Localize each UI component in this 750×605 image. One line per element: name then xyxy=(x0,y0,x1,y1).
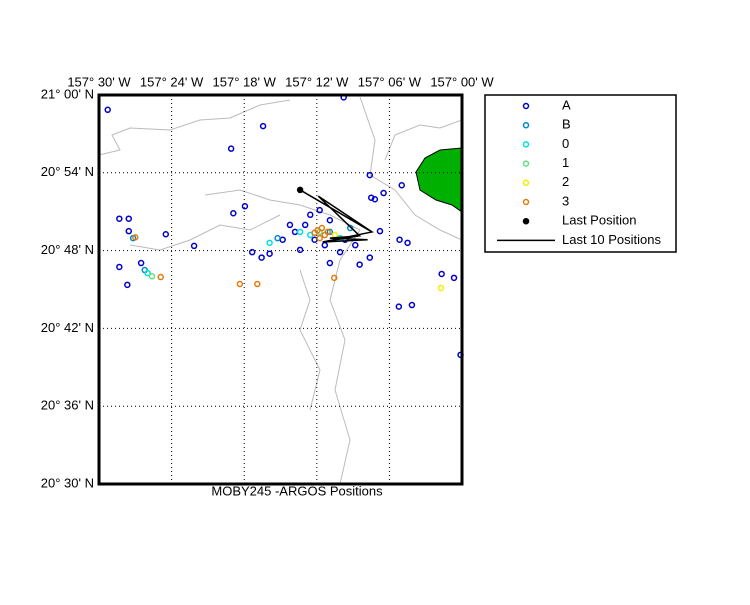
legend-label: 3 xyxy=(562,193,569,208)
legend-marker xyxy=(522,102,530,110)
frame xyxy=(97,93,464,486)
position-point xyxy=(236,280,244,288)
x-axis-label: MOBY245 -ARGOS Positions xyxy=(211,483,383,498)
y-tick-label: 20° 42' N xyxy=(41,320,94,335)
position-point xyxy=(324,228,331,236)
position-point xyxy=(380,189,387,197)
contour xyxy=(129,214,281,251)
contour xyxy=(384,119,462,161)
position-point xyxy=(396,236,403,243)
position-point xyxy=(258,254,265,261)
legend-marker xyxy=(522,179,530,187)
legend-label: B xyxy=(562,117,571,132)
position-point xyxy=(266,239,273,247)
position-point xyxy=(124,281,131,289)
x-tick-label: 157° 18' W xyxy=(213,74,277,89)
position-point xyxy=(318,224,326,232)
y-tick-label: 20° 48' N xyxy=(41,242,94,257)
legend-label: 2 xyxy=(562,174,569,189)
position-point xyxy=(162,231,170,238)
position-point xyxy=(408,301,416,309)
legend-marker xyxy=(522,160,530,167)
position-point xyxy=(366,254,374,261)
position-point xyxy=(248,248,256,256)
position-point xyxy=(286,221,294,229)
position-point xyxy=(132,234,139,241)
position-point xyxy=(157,273,164,281)
marks xyxy=(104,94,464,359)
position-point xyxy=(254,280,261,288)
land xyxy=(415,147,462,213)
x-tick-label: 157° 12' W xyxy=(285,74,349,89)
position-point xyxy=(346,224,354,232)
legend-label: Last 10 Positions xyxy=(562,232,662,247)
position-point xyxy=(144,269,151,277)
position-point xyxy=(296,246,304,254)
position-point xyxy=(104,106,111,114)
y-tick-label: 21° 00' N xyxy=(41,86,94,101)
contour xyxy=(359,96,462,241)
legend-marker xyxy=(522,198,530,206)
position-point xyxy=(296,228,304,236)
position-point xyxy=(438,270,445,278)
x-tick-label: 157° 00' W xyxy=(430,74,494,89)
position-point xyxy=(266,250,273,257)
legend xyxy=(484,94,677,253)
legend-marker xyxy=(522,217,530,225)
position-point xyxy=(356,261,363,268)
position-point xyxy=(227,145,235,152)
position-point xyxy=(395,303,403,310)
position-point xyxy=(137,259,145,267)
legend-entries: AB 0 1 2 3 Last Position Last 10 Positions xyxy=(497,97,662,247)
legend-marker xyxy=(522,141,530,148)
position-point xyxy=(376,227,384,235)
contour xyxy=(204,189,361,484)
legend-label: 0 xyxy=(562,136,569,151)
legend-label: Last Position xyxy=(562,213,636,228)
track-line xyxy=(299,189,375,243)
y-tick-label: 20° 30' N xyxy=(41,475,94,490)
position-point xyxy=(371,196,379,203)
position-point xyxy=(326,259,334,267)
plot-area xyxy=(99,95,462,484)
x-tick-label: 157° 24' W xyxy=(140,74,204,89)
position-point xyxy=(352,241,359,249)
position-point xyxy=(148,273,156,280)
position-point xyxy=(190,242,198,250)
position-point xyxy=(301,221,309,229)
position-point xyxy=(316,206,323,214)
x-tick-label: 157° 06' W xyxy=(358,74,422,89)
position-point xyxy=(316,234,323,242)
legend-label: 1 xyxy=(562,155,569,170)
y-tick-label: 20° 54' N xyxy=(41,164,94,179)
position-point xyxy=(366,171,374,179)
position-point xyxy=(125,227,133,235)
legend-label: A xyxy=(562,97,571,112)
position-point xyxy=(404,239,411,247)
position-point xyxy=(330,274,338,282)
y-tick-label: 20° 36' N xyxy=(41,398,94,413)
position-point xyxy=(259,122,267,130)
position-point xyxy=(326,228,334,236)
contour xyxy=(99,99,291,156)
position-point xyxy=(116,263,123,271)
legend-marker xyxy=(522,121,530,129)
position-point xyxy=(450,274,458,282)
position-point xyxy=(230,210,237,217)
position-point xyxy=(437,284,445,292)
position-point xyxy=(125,215,133,222)
position-point xyxy=(336,248,344,256)
x-tick-label: 157° 30' W xyxy=(67,74,131,89)
position-point xyxy=(398,181,405,189)
position-point xyxy=(307,211,314,219)
position-point xyxy=(326,217,334,224)
position-point xyxy=(241,203,249,210)
position-point xyxy=(274,234,281,242)
position-point xyxy=(116,215,123,222)
